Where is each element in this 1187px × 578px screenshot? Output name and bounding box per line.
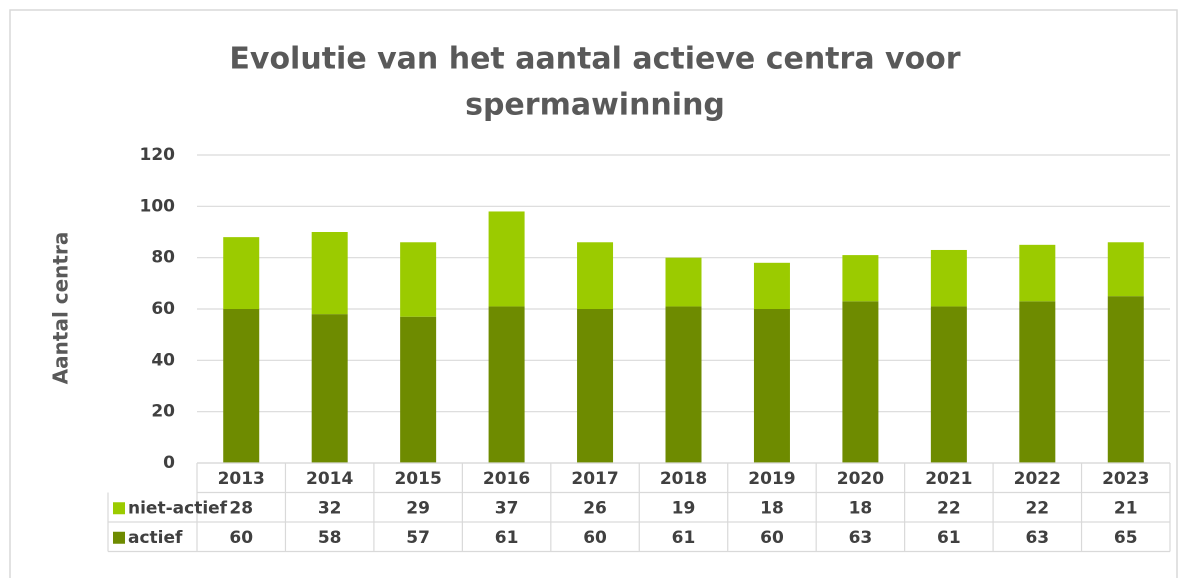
table-value: 65 <box>1114 528 1138 548</box>
bar <box>1107 242 1144 297</box>
x-tick-label: 2018 <box>660 469 707 489</box>
x-tick-label: 2020 <box>837 469 884 489</box>
table-value: 60 <box>583 528 607 548</box>
x-tick-label: 2016 <box>483 469 530 489</box>
table-value: 61 <box>495 528 519 548</box>
bar <box>1107 296 1144 463</box>
x-tick-label: 2015 <box>394 469 441 489</box>
bar <box>842 301 879 463</box>
table-value: 60 <box>229 528 253 548</box>
chart-title: spermawinning <box>465 88 725 123</box>
bar <box>930 249 967 307</box>
table-value: 60 <box>760 528 784 548</box>
bar <box>930 306 967 463</box>
bar <box>1019 244 1056 302</box>
x-tick-label: 2021 <box>925 469 972 489</box>
y-tick-label: 60 <box>151 299 175 319</box>
x-tick-label: 2017 <box>571 469 618 489</box>
legend-label: niet-actief <box>128 498 228 518</box>
table-value: 22 <box>937 498 961 518</box>
table-value: 57 <box>406 528 430 548</box>
chart-frame <box>9 9 1178 578</box>
bar <box>488 211 525 307</box>
x-tick-label: 2022 <box>1014 469 1061 489</box>
x-tick-label: 2023 <box>1102 469 1149 489</box>
table-value: 28 <box>229 498 253 518</box>
y-axis-label: Aantal centra <box>49 232 73 385</box>
table-value: 37 <box>495 498 519 518</box>
table-value: 22 <box>1025 498 1049 518</box>
bar <box>311 232 348 315</box>
y-tick-label: 120 <box>140 145 176 165</box>
y-tick-label: 80 <box>151 248 175 268</box>
bar <box>665 306 702 463</box>
y-tick-label: 20 <box>151 402 175 422</box>
bar <box>223 309 260 463</box>
table-value: 61 <box>672 528 696 548</box>
bar <box>223 237 260 309</box>
bar <box>488 306 525 463</box>
table-value: 61 <box>937 528 961 548</box>
x-tick-label: 2013 <box>218 469 265 489</box>
x-tick-label: 2014 <box>306 469 353 489</box>
bar <box>400 242 437 317</box>
table-value: 58 <box>318 528 342 548</box>
y-tick-label: 0 <box>163 453 175 473</box>
table-value: 29 <box>406 498 430 518</box>
table-value: 19 <box>672 498 696 518</box>
table-value: 26 <box>583 498 607 518</box>
table-value: 63 <box>849 528 873 548</box>
table-value: 21 <box>1114 498 1138 518</box>
chart-title: Evolutie van het aantal actieve centra v… <box>229 42 960 77</box>
table-value: 18 <box>760 498 784 518</box>
bar <box>1019 301 1056 463</box>
bar <box>311 314 348 463</box>
bar <box>842 255 879 302</box>
bar <box>753 309 790 463</box>
bar <box>665 257 702 307</box>
bar <box>753 262 790 309</box>
table-value: 63 <box>1025 528 1049 548</box>
legend-label: actief <box>128 528 183 548</box>
legend-swatch <box>113 502 125 515</box>
table-value: 32 <box>318 498 342 518</box>
y-tick-label: 40 <box>151 350 175 370</box>
legend-swatch <box>113 531 125 544</box>
x-tick-label: 2019 <box>748 469 795 489</box>
bar <box>577 242 614 309</box>
y-tick-label: 100 <box>140 196 176 216</box>
bar <box>400 316 437 463</box>
bar <box>577 309 614 463</box>
table-value: 18 <box>849 498 873 518</box>
